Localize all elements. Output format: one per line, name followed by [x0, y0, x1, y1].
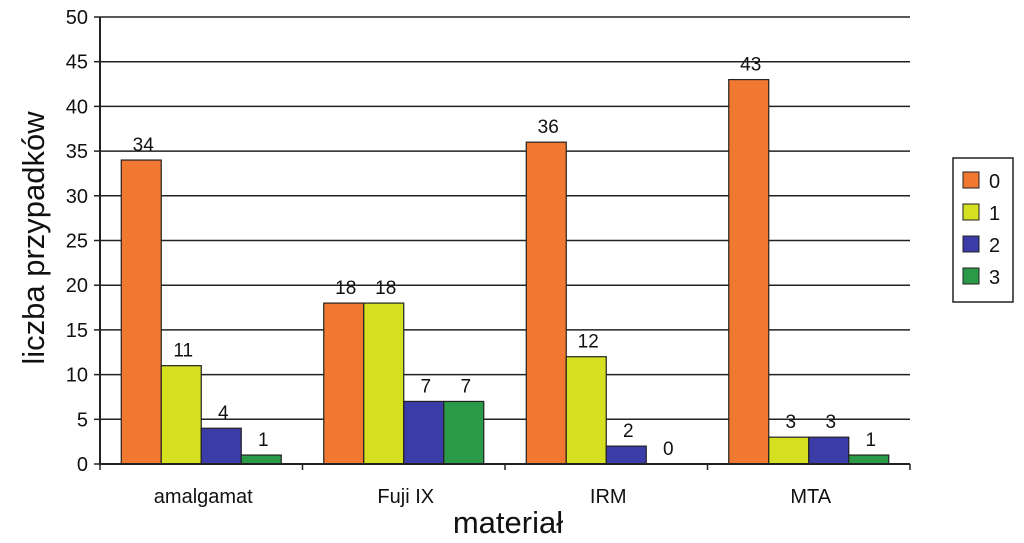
data-label: 1 — [865, 430, 876, 451]
bar — [525, 141, 567, 465]
x-category-label: amalgamat — [154, 486, 253, 508]
legend-label: 3 — [989, 267, 1000, 289]
y-tick-label: 35 — [66, 141, 88, 163]
legend-box — [952, 157, 1014, 303]
y-tick-label: 20 — [66, 275, 88, 297]
bars — [120, 78, 890, 465]
data-label: 34 — [133, 135, 155, 156]
bar — [120, 159, 162, 465]
data-label: 12 — [578, 332, 599, 353]
y-tick-label: 50 — [66, 7, 88, 29]
bar — [443, 400, 485, 465]
bar — [403, 400, 445, 465]
y-tick-label: 0 — [77, 454, 88, 476]
data-label: 36 — [538, 117, 559, 138]
data-label: 3 — [825, 412, 836, 433]
y-tick-label: 30 — [66, 186, 88, 208]
data-label: 7 — [460, 376, 471, 397]
x-category-label: IRM — [590, 486, 627, 508]
y-axis-title: liczba przypadków — [16, 111, 51, 365]
y-axis-ticks: 0 5 10 15 20 25 30 35 40 45 50 — [66, 7, 100, 476]
legend-swatch — [962, 235, 980, 253]
bar — [728, 78, 770, 465]
bar — [363, 302, 405, 465]
data-labels: 34 11 4 1 18 18 7 7 36 12 2 0 43 3 3 1 — [133, 55, 876, 460]
y-tick-label: 10 — [66, 365, 88, 387]
data-label: 43 — [740, 55, 761, 76]
bar — [160, 365, 202, 465]
legend: 0 1 2 3 — [952, 157, 1014, 303]
data-label: 0 — [663, 439, 674, 460]
bar — [605, 445, 647, 465]
x-axis-title: materiał — [453, 505, 563, 540]
bar — [768, 436, 810, 465]
bar — [565, 356, 607, 465]
legend-label: 1 — [989, 203, 1000, 225]
legend-swatch — [962, 171, 980, 189]
bar — [848, 454, 890, 465]
bar — [240, 454, 282, 465]
legend-label: 2 — [989, 235, 1000, 257]
bar — [808, 436, 850, 465]
data-label: 4 — [218, 403, 229, 424]
y-tick-label: 45 — [66, 52, 88, 74]
data-label: 18 — [335, 278, 356, 299]
data-label: 2 — [623, 421, 634, 442]
x-category-label: Fuji IX — [377, 486, 434, 508]
data-label: 1 — [258, 430, 269, 451]
y-tick-label: 5 — [77, 409, 88, 431]
data-label: 3 — [785, 412, 796, 433]
legend-label: 0 — [989, 171, 1000, 193]
bar — [323, 302, 365, 465]
y-tick-label: 25 — [66, 231, 88, 253]
legend-swatch — [962, 203, 980, 221]
y-tick-label: 40 — [66, 96, 88, 118]
axes — [99, 17, 911, 470]
data-label: 18 — [375, 278, 396, 299]
legend-swatch — [962, 267, 980, 285]
x-axis-categories: amalgamat Fuji IX IRM MTA — [154, 486, 832, 508]
data-label: 7 — [420, 376, 431, 397]
bar — [200, 427, 242, 465]
data-label: 11 — [173, 341, 193, 362]
gridlines — [100, 16, 910, 421]
y-tick-label: 15 — [66, 320, 88, 342]
x-category-label: MTA — [790, 486, 831, 508]
